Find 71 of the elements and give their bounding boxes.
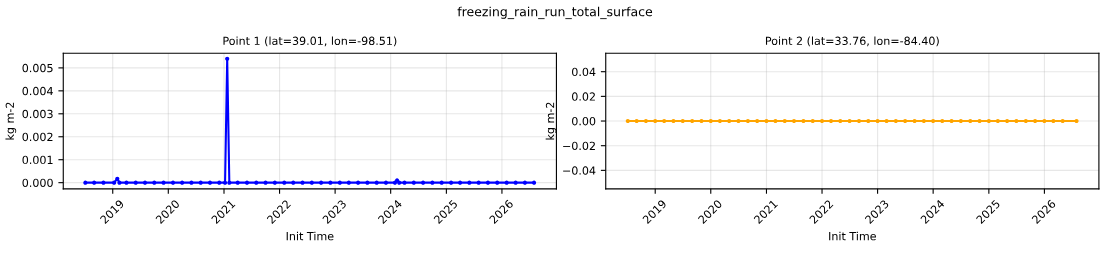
point xyxy=(449,180,454,185)
point xyxy=(309,180,314,185)
point xyxy=(142,180,148,185)
point xyxy=(101,180,106,185)
y-tick-label: −0.02 xyxy=(563,141,595,151)
point xyxy=(365,180,370,185)
point xyxy=(124,180,129,185)
y-axis-title: kg m-2 xyxy=(545,102,557,140)
point xyxy=(374,180,379,185)
y-tick-label: 0.000 xyxy=(22,178,53,188)
point xyxy=(337,180,342,185)
point xyxy=(152,180,157,185)
point xyxy=(402,180,407,185)
point xyxy=(222,180,228,185)
point xyxy=(411,180,416,185)
point xyxy=(244,180,250,185)
point xyxy=(328,180,333,185)
y-tick-label: −0.04 xyxy=(563,166,596,175)
point xyxy=(383,180,389,185)
y-tick-label: 0.04 xyxy=(572,67,596,77)
point xyxy=(207,180,213,185)
point xyxy=(282,180,287,185)
text: freezing_rain_run_total_surface xyxy=(457,6,653,20)
point xyxy=(170,180,176,185)
chart-title: Point 2 (lat=33.76, lon=-84.40) xyxy=(765,36,939,47)
y-tick-label: 0.02 xyxy=(572,92,595,101)
point xyxy=(235,180,240,185)
point xyxy=(180,180,185,185)
y-tick-label: 0.001 xyxy=(22,155,53,165)
point xyxy=(476,180,481,185)
point xyxy=(397,180,402,185)
point xyxy=(356,180,361,185)
y-tick-label: 0.002 xyxy=(22,132,53,142)
y-tick-label: 0.00 xyxy=(572,117,596,126)
chart-title: Point 1 (lat=39.01, lon=-98.51) xyxy=(223,36,397,47)
point xyxy=(430,180,435,185)
point xyxy=(92,180,97,185)
point xyxy=(272,180,277,185)
point xyxy=(319,180,324,185)
x-axis-title: Init Time xyxy=(829,231,876,241)
x-axis-title: Init Time xyxy=(286,231,334,241)
point xyxy=(83,180,88,185)
point xyxy=(513,180,518,185)
point xyxy=(291,180,296,185)
point xyxy=(457,180,463,185)
point xyxy=(112,180,117,185)
point xyxy=(217,180,222,185)
point xyxy=(531,180,537,185)
point xyxy=(467,180,472,185)
point xyxy=(254,180,259,185)
point xyxy=(161,180,166,185)
point xyxy=(439,180,444,185)
point xyxy=(522,180,528,185)
point xyxy=(117,180,122,185)
y-tick-label: 0.003 xyxy=(22,109,53,119)
point xyxy=(346,180,351,185)
point xyxy=(485,180,491,185)
y-tick-label: 0.004 xyxy=(22,86,53,96)
point xyxy=(421,180,426,185)
point xyxy=(504,180,509,185)
point xyxy=(198,180,203,185)
point xyxy=(189,180,194,185)
point xyxy=(225,56,230,61)
point xyxy=(263,180,268,185)
point xyxy=(300,180,305,185)
point xyxy=(495,180,500,185)
y-tick-label: 0.005 xyxy=(22,63,53,73)
y-axis-title: kg m-2 xyxy=(5,102,17,140)
point xyxy=(227,180,232,185)
point xyxy=(133,180,138,185)
point xyxy=(115,176,120,181)
